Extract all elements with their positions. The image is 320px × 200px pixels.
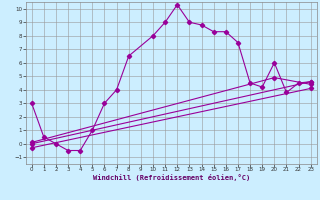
X-axis label: Windchill (Refroidissement éolien,°C): Windchill (Refroidissement éolien,°C) (92, 174, 250, 181)
